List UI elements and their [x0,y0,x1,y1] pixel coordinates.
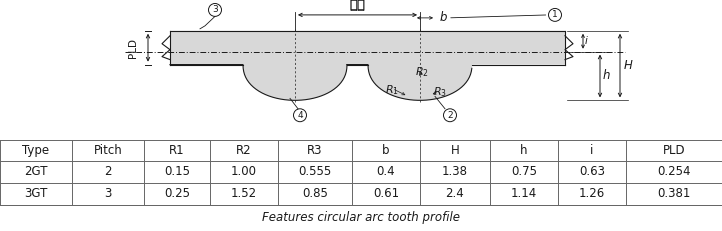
Text: 1.26: 1.26 [579,187,605,201]
Text: 2GT: 2GT [25,165,48,178]
Polygon shape [170,31,565,100]
Text: 1: 1 [552,10,558,19]
Text: 齿距: 齿距 [349,0,365,11]
Text: b: b [440,11,448,24]
Text: 0.85: 0.85 [302,187,328,201]
Text: PLD: PLD [663,144,685,157]
Text: PLD: PLD [128,38,138,58]
Text: R2: R2 [236,144,252,157]
Text: Pitch: Pitch [94,144,122,157]
Text: 0.25: 0.25 [164,187,190,201]
Text: 0.254: 0.254 [657,165,691,178]
Text: 3GT: 3GT [25,187,48,201]
Text: i: i [585,36,588,46]
Text: $R_3$: $R_3$ [433,85,447,99]
Text: 3: 3 [104,187,112,201]
Text: 2.4: 2.4 [445,187,464,201]
Text: 2: 2 [447,111,453,120]
Text: $R_2$: $R_2$ [415,66,429,79]
Text: 2: 2 [104,165,112,178]
Text: 0.381: 0.381 [657,187,691,201]
Text: 0.4: 0.4 [377,165,396,178]
Text: 0.75: 0.75 [511,165,537,178]
Text: H: H [624,59,633,72]
Text: H: H [451,144,459,157]
Text: 齿距: 齿距 [349,0,365,12]
Text: 0.15: 0.15 [164,165,190,178]
Text: 0.63: 0.63 [579,165,605,178]
Text: 3: 3 [212,6,218,14]
Text: $R_1$: $R_1$ [385,83,399,97]
Text: R3: R3 [308,144,323,157]
Text: h: h [521,144,528,157]
Text: Type: Type [22,144,50,157]
Text: 0.61: 0.61 [373,187,399,201]
Text: Features circular arc tooth profile: Features circular arc tooth profile [262,211,460,225]
Text: 1.00: 1.00 [231,165,257,178]
Text: 1.14: 1.14 [511,187,537,201]
Text: b: b [382,144,390,157]
Text: 1.52: 1.52 [231,187,257,201]
Text: 0.555: 0.555 [298,165,331,178]
Text: 1.38: 1.38 [442,165,468,178]
Text: 4: 4 [297,111,303,120]
Text: R1: R1 [169,144,185,157]
Text: i: i [591,144,593,157]
Text: h: h [603,70,611,82]
